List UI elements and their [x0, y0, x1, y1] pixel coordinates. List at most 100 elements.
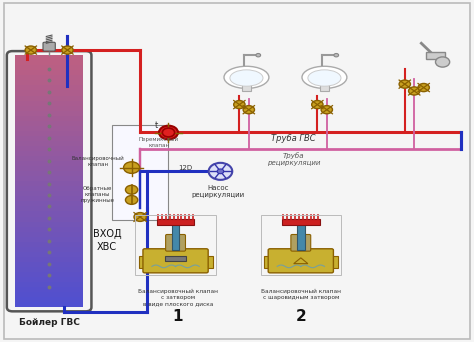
- Bar: [15, 297, 83, 302]
- Circle shape: [418, 83, 429, 92]
- Ellipse shape: [224, 66, 269, 88]
- Bar: [206, 256, 213, 268]
- Circle shape: [124, 162, 140, 173]
- Circle shape: [126, 196, 138, 205]
- Circle shape: [409, 87, 420, 95]
- Bar: [15, 131, 83, 136]
- Ellipse shape: [302, 66, 347, 88]
- Text: 1: 1: [173, 309, 183, 324]
- Circle shape: [62, 46, 73, 54]
- Bar: [15, 65, 83, 70]
- Bar: [15, 242, 83, 247]
- Bar: [172, 221, 179, 250]
- Bar: [15, 287, 83, 292]
- Bar: [139, 256, 146, 268]
- Bar: [15, 222, 83, 227]
- FancyBboxPatch shape: [143, 249, 208, 273]
- Circle shape: [321, 106, 332, 114]
- Bar: [15, 176, 83, 181]
- Bar: [15, 252, 83, 257]
- Bar: [165, 256, 186, 261]
- Bar: [15, 95, 83, 101]
- Text: Обратные
клапаны
пружинные: Обратные клапаны пружинные: [81, 186, 115, 203]
- Bar: [15, 247, 83, 252]
- Text: Перемиксный
клапан: Перемиксный клапан: [139, 137, 179, 148]
- Bar: [282, 219, 319, 225]
- Bar: [15, 207, 83, 211]
- Bar: [15, 257, 83, 262]
- Text: t: t: [155, 120, 158, 130]
- Bar: [15, 70, 83, 75]
- Bar: [15, 227, 83, 232]
- Bar: [15, 277, 83, 282]
- Circle shape: [162, 128, 174, 137]
- Bar: [15, 272, 83, 277]
- Ellipse shape: [230, 70, 263, 86]
- Circle shape: [134, 213, 146, 221]
- Text: Труба ГВС: Труба ГВС: [272, 134, 316, 143]
- Bar: [331, 256, 338, 268]
- Bar: [15, 262, 83, 267]
- Bar: [15, 111, 83, 116]
- Bar: [264, 256, 271, 268]
- Circle shape: [25, 46, 36, 54]
- Bar: [15, 191, 83, 196]
- Bar: [15, 282, 83, 287]
- Text: 12D: 12D: [178, 165, 192, 171]
- Bar: [426, 52, 445, 58]
- Bar: [15, 60, 83, 65]
- Bar: [15, 55, 83, 60]
- Bar: [112, 125, 168, 220]
- Text: Балансировочный клапан
с затвором
в виде плоского диска: Балансировочный клапан с затвором в виде…: [138, 289, 218, 306]
- Bar: [319, 81, 329, 91]
- Bar: [15, 216, 83, 222]
- Bar: [15, 196, 83, 201]
- FancyBboxPatch shape: [165, 235, 185, 251]
- Bar: [15, 181, 83, 186]
- Bar: [15, 201, 83, 207]
- Circle shape: [243, 106, 255, 114]
- Ellipse shape: [308, 70, 341, 86]
- Bar: [15, 146, 83, 151]
- Text: Насос
рециркуляции: Насос рециркуляции: [191, 185, 245, 198]
- FancyBboxPatch shape: [268, 249, 333, 273]
- Bar: [15, 186, 83, 191]
- Text: Бойлер ГВС: Бойлер ГВС: [19, 318, 80, 327]
- Text: Труба
рециркуляции: Труба рециркуляции: [267, 152, 320, 166]
- Text: 2: 2: [295, 309, 306, 324]
- Bar: [15, 80, 83, 86]
- Bar: [15, 86, 83, 91]
- Bar: [261, 215, 341, 275]
- Bar: [15, 151, 83, 156]
- Bar: [136, 215, 216, 275]
- Bar: [15, 136, 83, 141]
- Circle shape: [234, 101, 245, 109]
- Bar: [297, 221, 305, 250]
- Circle shape: [217, 169, 224, 174]
- Circle shape: [334, 53, 338, 57]
- Circle shape: [209, 163, 232, 180]
- Bar: [156, 219, 194, 225]
- Circle shape: [312, 101, 323, 109]
- Bar: [15, 292, 83, 297]
- Circle shape: [399, 80, 410, 88]
- Bar: [15, 171, 83, 176]
- Bar: [242, 81, 251, 91]
- Bar: [15, 121, 83, 126]
- Bar: [15, 211, 83, 216]
- Bar: [15, 106, 83, 111]
- Circle shape: [159, 126, 178, 139]
- Text: ВХОД
ХВС: ВХОД ХВС: [93, 229, 121, 252]
- Bar: [15, 267, 83, 272]
- Bar: [15, 126, 83, 131]
- Bar: [15, 141, 83, 146]
- Bar: [15, 161, 83, 166]
- Bar: [15, 237, 83, 242]
- Bar: [15, 75, 83, 80]
- FancyBboxPatch shape: [291, 235, 311, 251]
- Polygon shape: [294, 258, 308, 264]
- Text: Балансировочный
клапан: Балансировочный клапан: [71, 156, 124, 167]
- FancyBboxPatch shape: [43, 42, 55, 51]
- Circle shape: [159, 126, 178, 139]
- Bar: [15, 166, 83, 171]
